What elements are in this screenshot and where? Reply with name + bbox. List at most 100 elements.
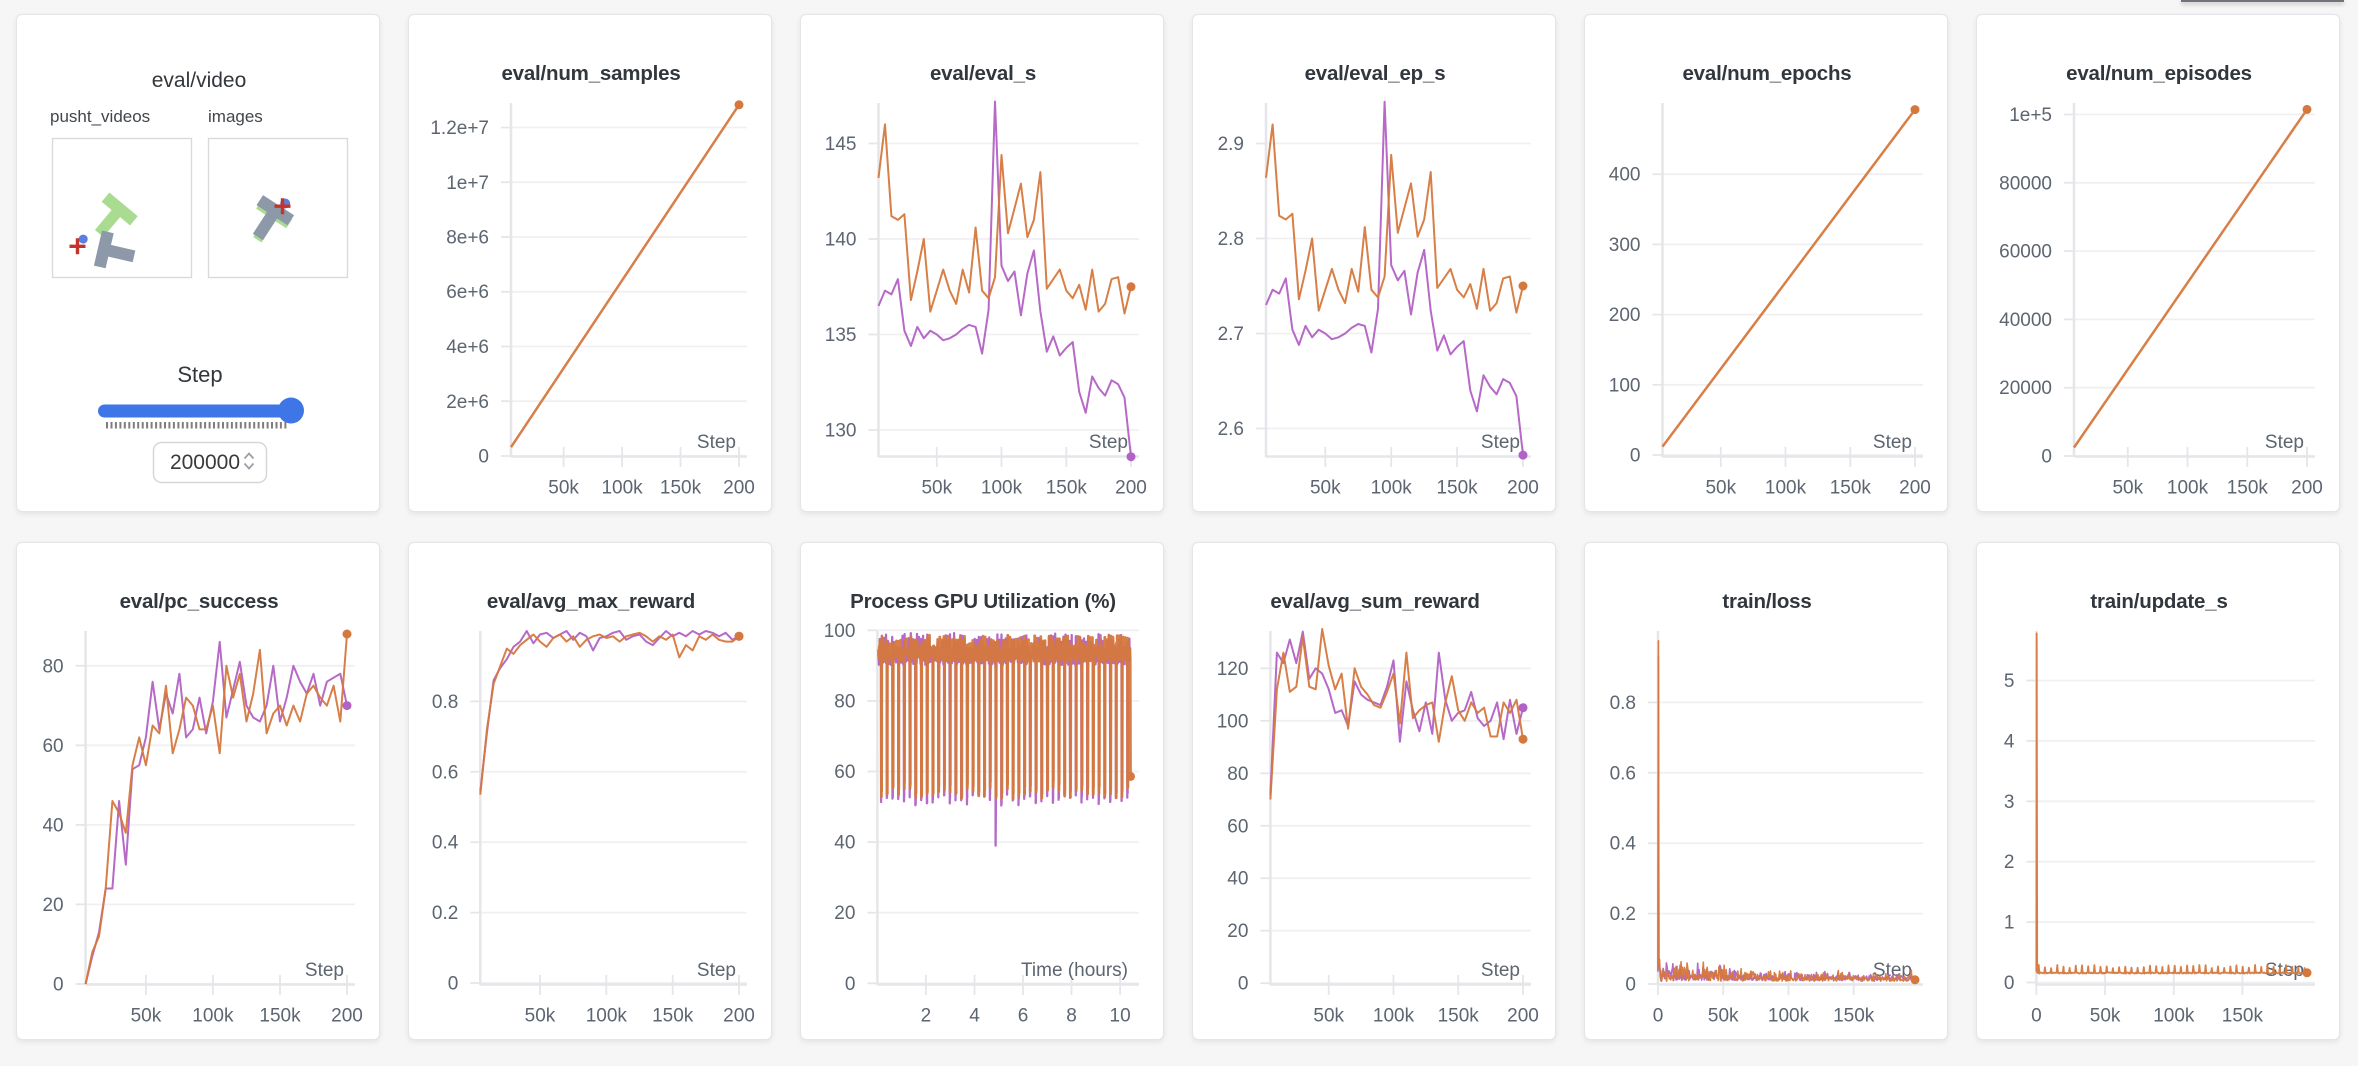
svg-text:50k: 50k <box>921 478 952 499</box>
svg-text:0: 0 <box>53 975 64 996</box>
svg-text:150k: 150k <box>660 478 702 499</box>
svg-text:200: 200 <box>1609 305 1641 326</box>
svg-text:eval/eval_ep_s: eval/eval_ep_s <box>1305 62 1446 85</box>
svg-text:0: 0 <box>1653 1006 1664 1027</box>
svg-text:100k: 100k <box>586 1006 628 1027</box>
svg-text:1: 1 <box>2004 913 2015 934</box>
svg-text:eval/video: eval/video <box>152 69 247 92</box>
svg-text:20: 20 <box>834 903 855 924</box>
svg-text:200: 200 <box>2291 478 2323 499</box>
svg-text:100: 100 <box>1609 375 1641 396</box>
svg-text:Step: Step <box>2265 432 2304 453</box>
svg-text:Process GPU Utilization (%): Process GPU Utilization (%) <box>850 590 1116 613</box>
svg-text:200000: 200000 <box>170 451 240 474</box>
svg-text:50k: 50k <box>1313 1006 1344 1027</box>
svg-text:Step: Step <box>697 432 736 453</box>
svg-text:60: 60 <box>834 762 855 783</box>
svg-text:pusht_videos: pusht_videos <box>50 107 150 126</box>
svg-text:100k: 100k <box>2167 478 2209 499</box>
svg-text:2e+6: 2e+6 <box>446 392 489 413</box>
svg-text:0.6: 0.6 <box>1610 763 1636 784</box>
svg-text:60: 60 <box>42 736 63 757</box>
svg-text:0.2: 0.2 <box>1610 904 1636 925</box>
svg-text:200: 200 <box>1507 1006 1539 1027</box>
svg-text:150k: 150k <box>652 1006 694 1027</box>
svg-text:50k: 50k <box>2090 1006 2121 1027</box>
svg-text:20: 20 <box>1227 921 1248 942</box>
svg-text:4e+6: 4e+6 <box>446 337 489 358</box>
svg-text:0.8: 0.8 <box>432 692 458 713</box>
svg-text:20000: 20000 <box>1999 378 2052 399</box>
svg-text:Step: Step <box>697 960 736 981</box>
svg-text:50k: 50k <box>525 1006 556 1027</box>
svg-text:10: 10 <box>1110 1006 1131 1027</box>
svg-text:8e+6: 8e+6 <box>446 228 489 249</box>
svg-text:120: 120 <box>1217 659 1249 680</box>
svg-text:200: 200 <box>723 478 755 499</box>
svg-text:150k: 150k <box>1833 1006 1875 1027</box>
svg-text:1.2e+7: 1.2e+7 <box>430 118 489 139</box>
svg-text:Step: Step <box>1481 960 1520 981</box>
svg-text:0: 0 <box>2004 973 2015 994</box>
svg-text:Time (hours): Time (hours) <box>1021 960 1128 981</box>
svg-text:0: 0 <box>448 974 459 995</box>
svg-text:2.6: 2.6 <box>1218 419 1244 440</box>
svg-text:0: 0 <box>1630 446 1641 467</box>
svg-text:eval/pc_success: eval/pc_success <box>120 590 279 613</box>
svg-text:400: 400 <box>1609 165 1641 186</box>
svg-text:0.8: 0.8 <box>1610 693 1636 714</box>
svg-text:50k: 50k <box>1310 478 1341 499</box>
svg-text:140: 140 <box>825 230 857 251</box>
svg-text:100k: 100k <box>1373 1006 1415 1027</box>
svg-text:200: 200 <box>1115 478 1147 499</box>
svg-text:5: 5 <box>2004 671 2015 692</box>
svg-text:2.8: 2.8 <box>1218 229 1244 250</box>
svg-text:200: 200 <box>331 1006 363 1027</box>
svg-text:0: 0 <box>2031 1006 2042 1027</box>
svg-text:135: 135 <box>825 325 857 346</box>
svg-text:150k: 150k <box>2222 1006 2264 1027</box>
svg-text:Step: Step <box>1089 432 1128 453</box>
svg-text:eval/num_epochs: eval/num_epochs <box>1682 62 1851 85</box>
svg-text:6e+6: 6e+6 <box>446 282 489 303</box>
svg-text:40: 40 <box>42 815 63 836</box>
svg-text:80: 80 <box>42 656 63 677</box>
svg-text:0.4: 0.4 <box>432 833 459 854</box>
svg-text:eval/num_episodes: eval/num_episodes <box>2066 62 2252 85</box>
svg-text:0.4: 0.4 <box>1610 834 1637 855</box>
svg-text:100k: 100k <box>1371 478 1413 499</box>
svg-text:145: 145 <box>825 134 857 155</box>
svg-text:0: 0 <box>1238 974 1249 995</box>
svg-text:eval/eval_s: eval/eval_s <box>930 62 1036 85</box>
svg-text:eval/num_samples: eval/num_samples <box>501 62 680 85</box>
svg-text:images: images <box>208 107 263 126</box>
svg-text:150k: 150k <box>1436 478 1478 499</box>
svg-text:60000: 60000 <box>1999 242 2052 263</box>
svg-text:50k: 50k <box>2112 478 2143 499</box>
svg-text:150k: 150k <box>259 1006 301 1027</box>
svg-text:60: 60 <box>1227 816 1248 837</box>
svg-text:40000: 40000 <box>1999 310 2052 331</box>
svg-text:80: 80 <box>834 691 855 712</box>
svg-text:4: 4 <box>969 1006 980 1027</box>
svg-text:100k: 100k <box>1765 478 1807 499</box>
svg-text:train/update_s: train/update_s <box>2090 590 2227 613</box>
svg-text:50k: 50k <box>1708 1006 1739 1027</box>
svg-text:150k: 150k <box>1046 478 1088 499</box>
svg-text:3: 3 <box>2004 792 2015 813</box>
svg-text:50k: 50k <box>1705 478 1736 499</box>
svg-text:1e+5: 1e+5 <box>2009 105 2052 126</box>
svg-text:0.6: 0.6 <box>432 762 458 783</box>
svg-text:8: 8 <box>1066 1006 1077 1027</box>
svg-text:0: 0 <box>478 447 489 468</box>
svg-text:20: 20 <box>42 895 63 916</box>
svg-text:100k: 100k <box>601 478 643 499</box>
svg-text:Step: Step <box>177 362 222 387</box>
svg-text:50k: 50k <box>131 1006 162 1027</box>
svg-text:100k: 100k <box>1768 1006 1810 1027</box>
svg-text:300: 300 <box>1609 235 1641 256</box>
svg-text:100: 100 <box>824 621 856 642</box>
svg-text:150k: 150k <box>2227 478 2269 499</box>
svg-text:2: 2 <box>2004 852 2015 873</box>
svg-text:100k: 100k <box>2153 1006 2195 1027</box>
